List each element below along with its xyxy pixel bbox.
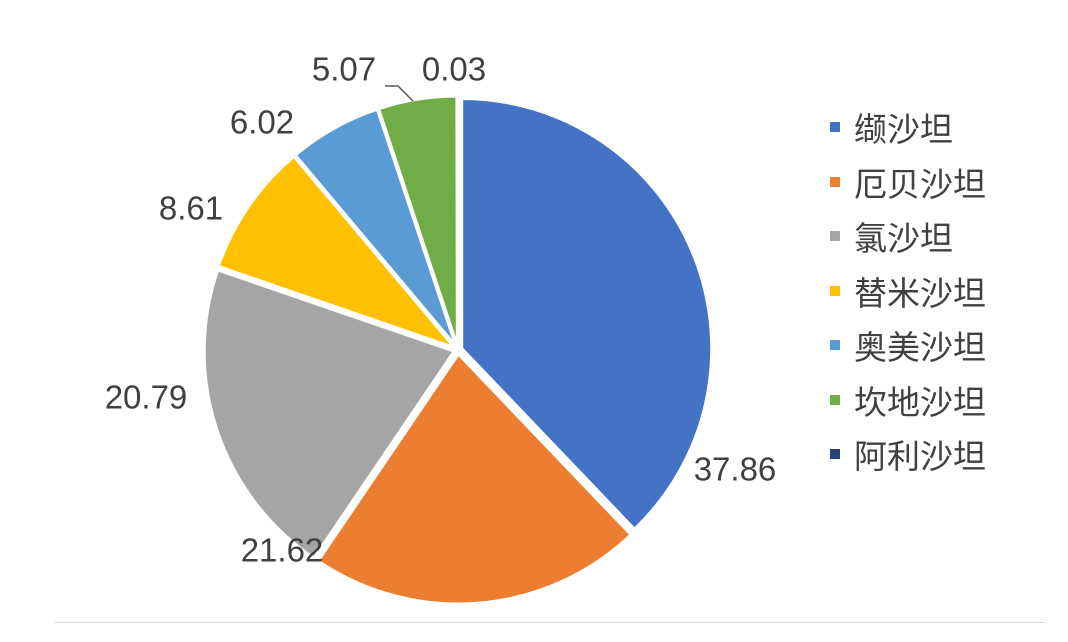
pie-slices [202, 94, 714, 606]
legend: 缬沙坦厄贝沙坦氯沙坦替米沙坦奥美沙坦坎地沙坦阿利沙坦 [830, 100, 986, 482]
data-label-4: 8.61 [159, 190, 223, 227]
legend-swatch [830, 340, 840, 351]
pie-slice-2 [316, 352, 633, 606]
legend-item: 替米沙坦 [830, 264, 986, 319]
leader-line-small-slice [385, 85, 414, 102]
bottom-divider [55, 622, 1045, 623]
legend-swatch [830, 449, 840, 460]
legend-swatch [830, 285, 840, 296]
legend-label: 替米沙坦 [854, 273, 986, 313]
leader-lines [385, 85, 414, 102]
data-label-6: 5.07 [312, 51, 376, 88]
data-label-7: 0.03 [422, 51, 486, 88]
legend-item: 阿利沙坦 [830, 427, 986, 482]
legend-label: 阿利沙坦 [854, 437, 986, 477]
pie-slice-4 [216, 154, 457, 350]
data-labels: 37.86 21.62 20.79 8.61 6.02 5.07 0.03 [105, 51, 777, 569]
legend-label: 氯沙坦 [854, 219, 953, 259]
data-label-2: 21.62 [241, 532, 324, 569]
legend-swatch [830, 122, 840, 133]
pie-slice-3 [202, 268, 456, 560]
data-label-1: 37.86 [694, 451, 777, 488]
legend-swatch [830, 231, 840, 242]
data-label-5: 6.02 [230, 104, 294, 141]
legend-item: 缬沙坦 [830, 100, 986, 155]
legend-label: 坎地沙坦 [854, 382, 986, 422]
legend-item: 厄贝沙坦 [830, 155, 986, 210]
legend-item: 奥美沙坦 [830, 318, 986, 373]
data-label-3: 20.79 [105, 379, 188, 416]
legend-swatch [830, 394, 840, 405]
legend-swatch [830, 176, 840, 187]
legend-label: 缬沙坦 [854, 110, 953, 150]
legend-item: 氯沙坦 [830, 209, 986, 264]
legend-label: 厄贝沙坦 [854, 164, 986, 204]
legend-label: 奥美沙坦 [854, 328, 986, 368]
pie-slice-1 [460, 97, 714, 531]
legend-item: 坎地沙坦 [830, 373, 986, 428]
